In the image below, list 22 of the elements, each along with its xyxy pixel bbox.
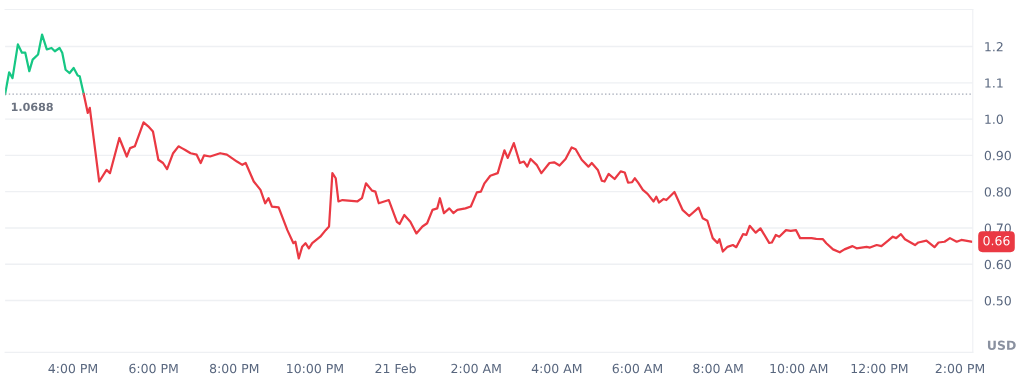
x-tick-label: 4:00 AM: [531, 363, 582, 374]
x-tick-label: 2:00 AM: [451, 363, 501, 374]
y-tick-label: 1.1: [985, 78, 1003, 88]
y-tick-label: 0.50: [984, 296, 1011, 306]
x-tick-label: 10:00 PM: [287, 363, 343, 374]
x-tick-label: 21 Feb: [375, 363, 416, 374]
x-tick-label: 6:00 AM: [612, 363, 662, 374]
y-tick-label: 0.60: [984, 259, 1011, 270]
x-tick-label: 2:00 PM: [935, 363, 984, 374]
annotation: 0.66: [983, 235, 1010, 246]
y-tick-label: 1.2: [985, 42, 1003, 52]
y-tick-label: 0.80: [984, 187, 1011, 197]
x-tick-label: 10:00 AM: [770, 363, 828, 374]
y-tick-label: 0.90: [984, 150, 1011, 161]
x-tick-label: 4:00 PM: [48, 363, 97, 374]
ref-line-label: 1.0688: [11, 102, 53, 112]
y-axis-title: USD: [987, 340, 1016, 350]
y-tick-label: 1.0: [985, 114, 1003, 125]
x-tick-label: 8:00 PM: [209, 363, 259, 374]
x-tick-label: 6:00 PM: [129, 363, 178, 374]
x-tick-label: 8:00 AM: [693, 363, 743, 374]
x-tick-label: 12:00 PM: [851, 363, 908, 374]
